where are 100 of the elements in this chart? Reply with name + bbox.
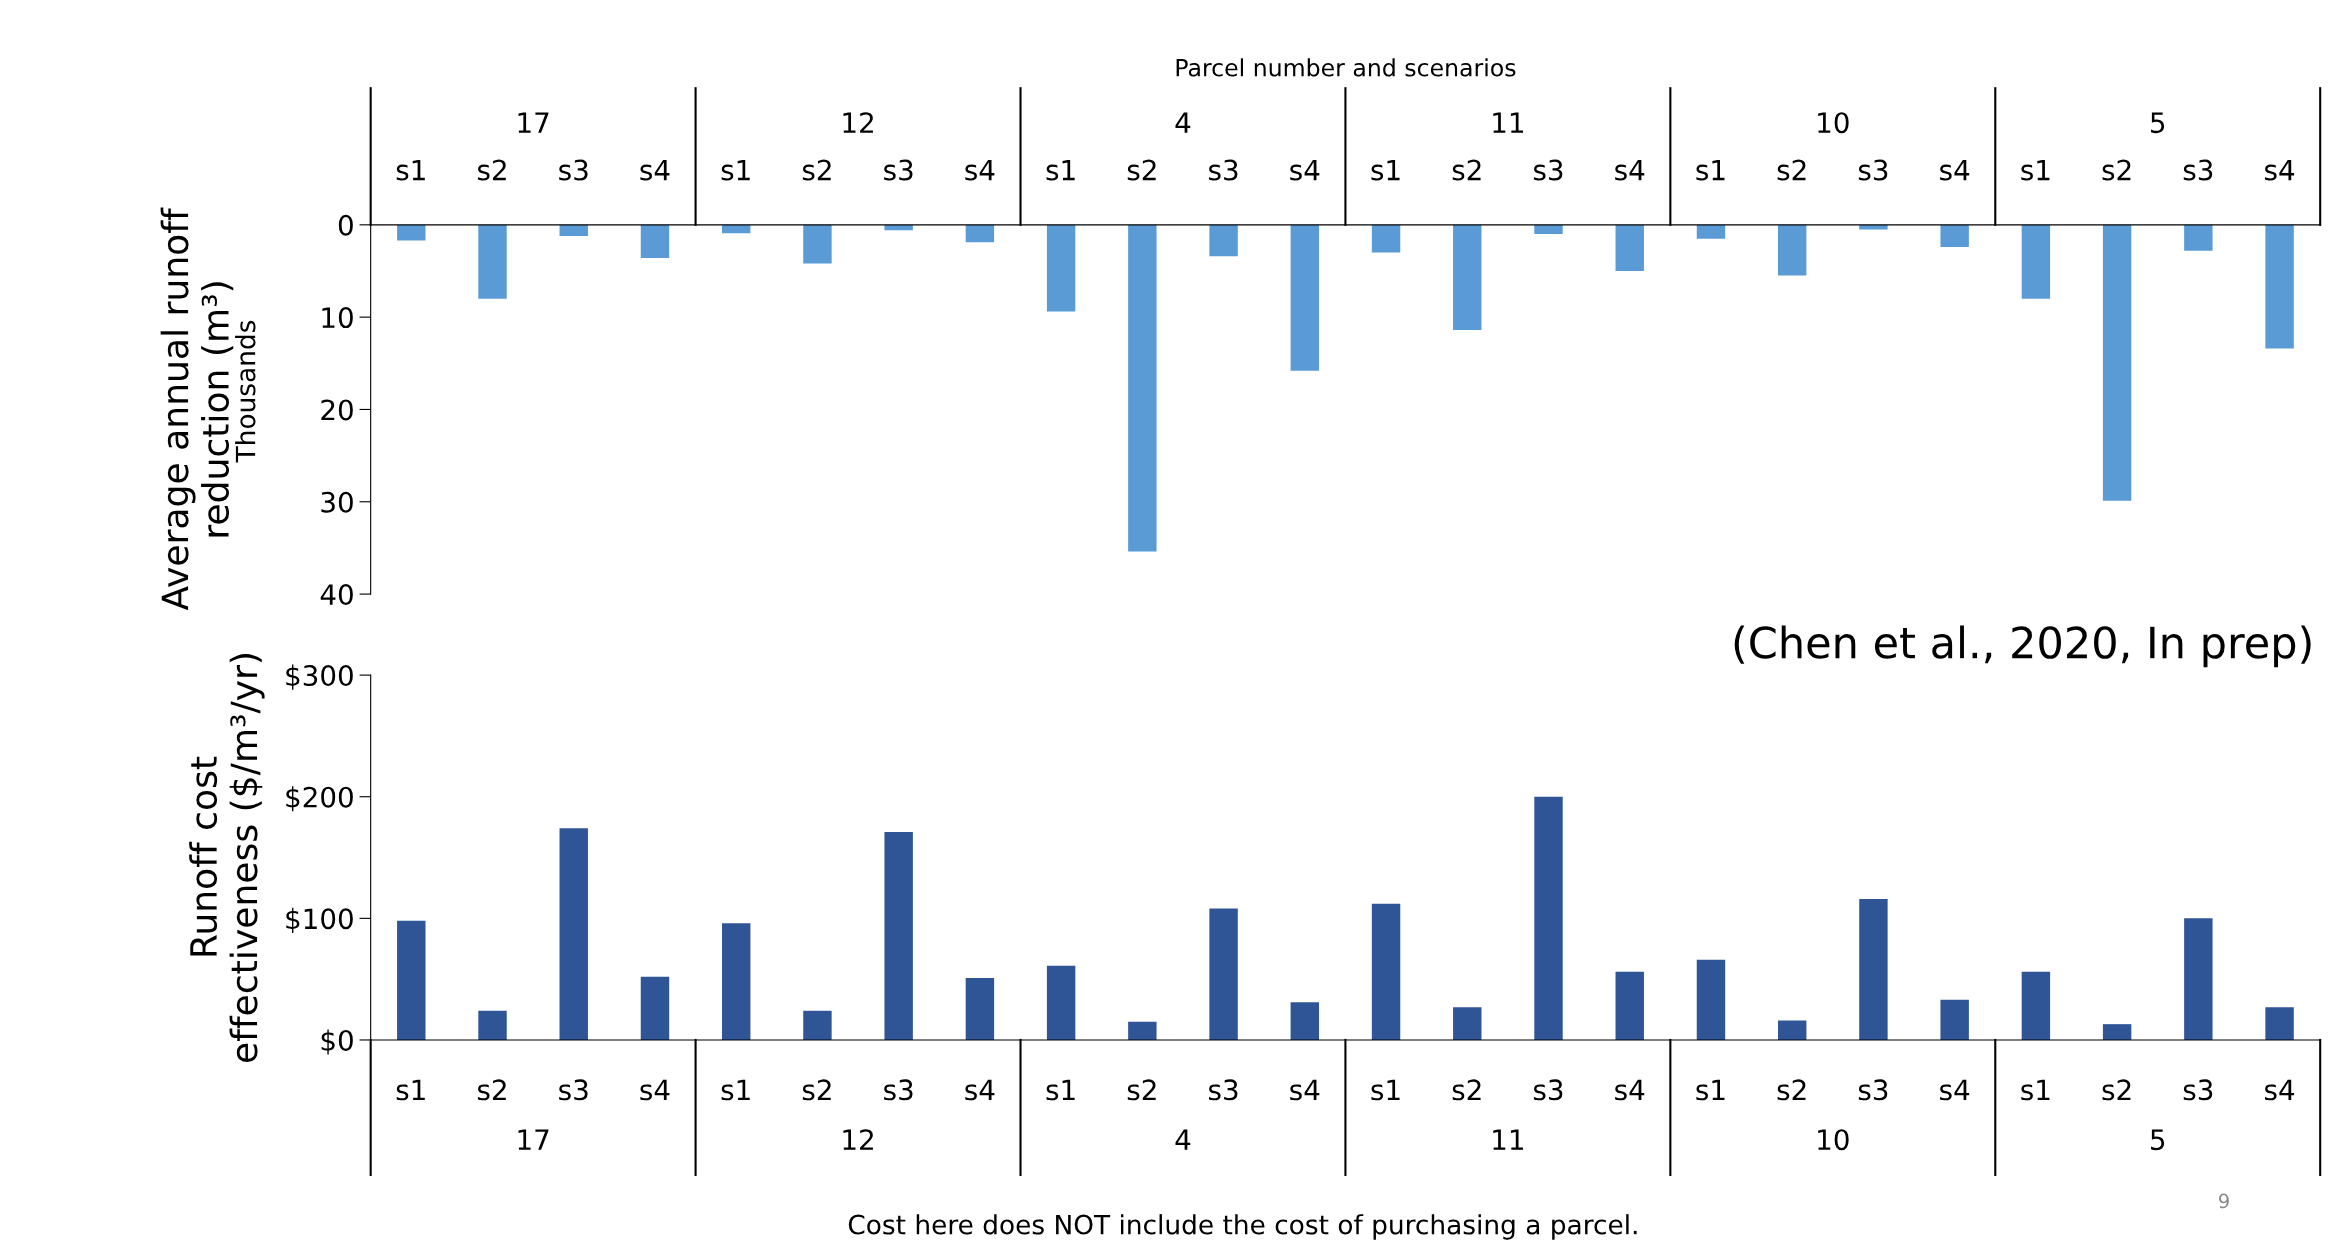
x-tick-label: s4: [1615, 1079, 1645, 1101]
x-tick-label: s4: [1940, 1079, 1970, 1101]
x-tick-label: s1: [1696, 159, 1725, 181]
bar: [1859, 898, 1888, 1040]
text: Thousands: [235, 320, 256, 463]
x-tick-label: s3: [1533, 1079, 1563, 1101]
x-tick-label: s2: [1127, 1079, 1156, 1101]
x-tick-label: s4: [1940, 159, 1970, 181]
bar: [803, 1010, 832, 1040]
bar: [397, 224, 426, 241]
bar: [1615, 971, 1644, 1040]
bar: [1371, 903, 1401, 1040]
bar: [1453, 1007, 1482, 1040]
x-tick-label: s4: [2265, 1079, 2295, 1101]
x-tick-label: s2: [1452, 159, 1481, 181]
x-tick-label: s4: [640, 1079, 670, 1101]
bar: [2102, 1024, 2132, 1040]
x-tick-label: s3: [1533, 159, 1563, 181]
x-tick-label: s2: [477, 1079, 506, 1101]
text: 10: [1818, 112, 1849, 134]
x-tick-label: s1: [1371, 1079, 1400, 1101]
bar: [1290, 224, 1320, 371]
x-tick-label: s2: [1777, 1079, 1806, 1101]
x-tick-label: s2: [477, 159, 506, 181]
x-tick-label: s4: [1290, 159, 1320, 181]
text: 9: [2219, 1193, 2229, 1209]
x-tick-label: s4: [965, 1079, 995, 1101]
bar: [1534, 796, 1563, 1040]
bar: [2265, 224, 2294, 349]
x-tick-label: s2: [802, 159, 831, 181]
bar: [1453, 224, 1482, 331]
bar: [1696, 959, 1726, 1040]
x-tick-label: s3: [884, 159, 913, 181]
y-tick-label: 20: [321, 399, 353, 421]
bar: [1128, 224, 1157, 552]
y-axis-title: Runoff cost effectiveness ($/m³/yr): [189, 654, 265, 1063]
bar: [478, 224, 507, 299]
bar: [559, 828, 588, 1040]
bar: [2021, 971, 2051, 1040]
bar: [1777, 1020, 1807, 1040]
bar: [2184, 918, 2213, 1040]
text: 10: [1818, 1129, 1849, 1151]
x-tick-label: s4: [1615, 159, 1645, 181]
x-tick-label: s3: [1209, 159, 1238, 181]
x-axis-title: Parcel number and scenarios: [1176, 58, 1516, 77]
bar: [1940, 999, 1969, 1040]
x-tick-label: s1: [396, 1079, 425, 1101]
x-tick-label: s3: [2183, 1079, 2213, 1101]
bar: [397, 920, 426, 1040]
text: Cost here does NOT include the cost of purchasing a parcel.: [848, 1214, 1637, 1240]
bar: [1209, 908, 1238, 1040]
x-tick-label: s4: [965, 159, 995, 181]
x-tick-label: s1: [1371, 159, 1400, 181]
y-tick-label: 0: [338, 214, 353, 236]
x-tick-label: s4: [1290, 1079, 1320, 1101]
x-tick-label: s4: [2265, 159, 2295, 181]
x-tick-label: s2: [2102, 159, 2131, 181]
x-tick-label: s4: [640, 159, 670, 181]
bar: [884, 831, 913, 1040]
text: 12: [843, 1129, 873, 1150]
x-tick-label: s1: [721, 1079, 750, 1101]
bar: [1696, 224, 1726, 239]
x-tick-label: s2: [802, 1079, 831, 1101]
text: 12: [843, 112, 873, 133]
x-tick-label: s2: [1452, 1079, 1481, 1101]
bar: [721, 224, 751, 234]
y-tick-label: 10: [322, 307, 353, 329]
bar: [1046, 965, 1076, 1040]
text: 11: [1493, 112, 1523, 133]
bar: [1777, 224, 1807, 276]
x-tick-label: s3: [1209, 1079, 1238, 1101]
bar: [478, 1010, 507, 1040]
bar: [803, 224, 832, 264]
y-tick-label: $0: [321, 1029, 353, 1055]
y-tick-label: 40: [320, 584, 353, 606]
y-tick-label: $100: [286, 907, 353, 933]
bar: [640, 976, 670, 1040]
bar: [559, 224, 588, 236]
bar: [1615, 224, 1644, 271]
x-tick-label: s3: [884, 1079, 913, 1101]
x-tick-label: s1: [2021, 1079, 2050, 1101]
x-tick-label: s2: [1127, 159, 1156, 181]
bar: [2184, 224, 2213, 251]
y-tick-label: $200: [286, 786, 353, 812]
bar: [1940, 224, 1969, 247]
x-tick-label: s1: [396, 159, 425, 181]
text: 5: [2151, 112, 2165, 134]
y-tick-label: $300: [286, 664, 353, 690]
y-tick-label: 30: [321, 491, 353, 513]
x-tick-label: s1: [1046, 1079, 1075, 1101]
x-tick-label: s3: [559, 1079, 588, 1101]
bar: [2265, 1007, 2294, 1040]
bar: [640, 224, 670, 259]
y-axis-title: Average annual runoff reduction (m³): [160, 207, 234, 611]
x-tick-label: s1: [1046, 159, 1075, 181]
bar: [2021, 224, 2051, 299]
x-tick-label: s3: [2183, 159, 2213, 181]
text: 4: [1175, 1129, 1191, 1150]
x-tick-label: s3: [1858, 159, 1888, 181]
bar: [965, 977, 995, 1040]
